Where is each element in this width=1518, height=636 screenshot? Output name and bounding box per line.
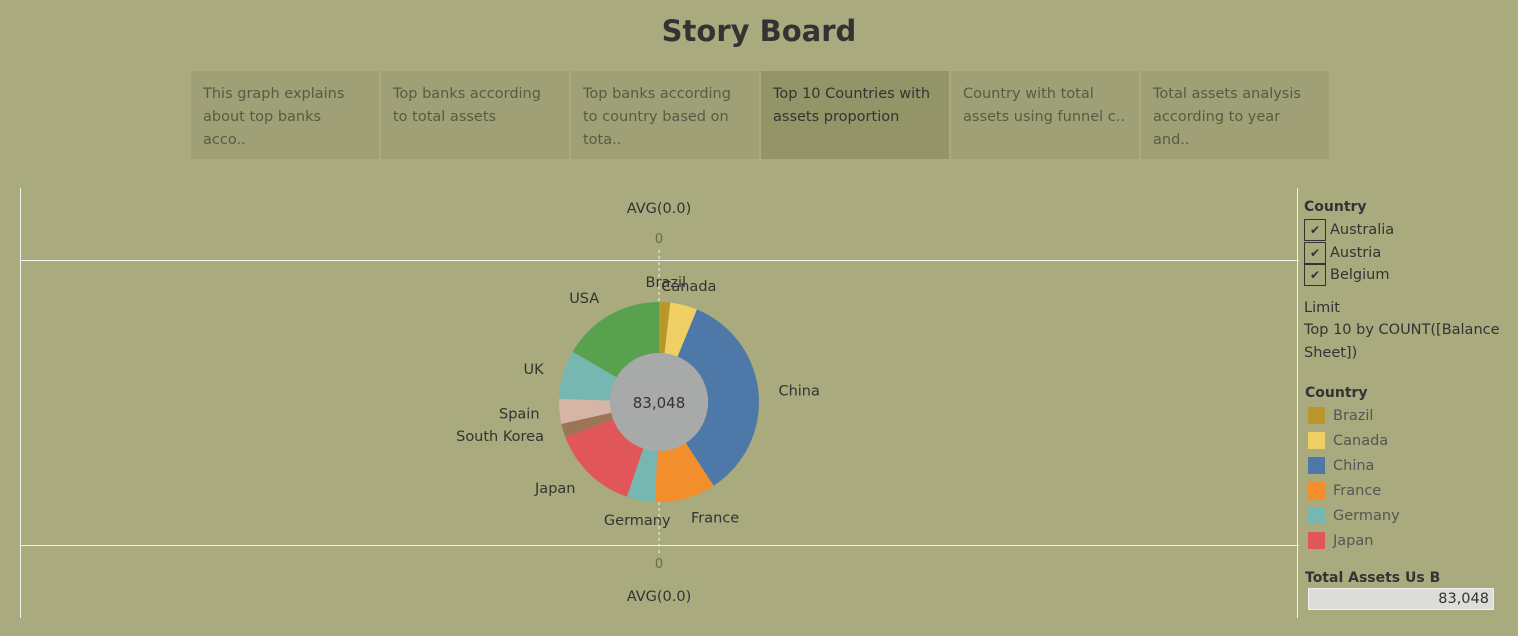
- pie-slice-france[interactable]: [655, 443, 714, 503]
- slice-label-canada: Canada: [661, 279, 716, 295]
- pie-slice-uk[interactable]: [559, 351, 617, 401]
- legend-item[interactable]: China: [1304, 453, 1400, 478]
- legend-item[interactable]: Japan: [1304, 528, 1400, 553]
- check-icon[interactable]: ✔: [1304, 219, 1326, 242]
- story-point-2[interactable]: Top banks according to total assets: [381, 71, 569, 159]
- legend-swatch: [1308, 507, 1325, 524]
- total-assets-title: Total Assets Us B: [1305, 570, 1441, 586]
- country-filter-list: ✔ Australia ✔ Austria ✔ Belgium: [1304, 219, 1394, 287]
- pie-slice-germany[interactable]: [626, 448, 658, 502]
- pie-slice-japan[interactable]: [565, 419, 644, 497]
- total-assets-value: 83,048: [1308, 588, 1494, 610]
- legend-item[interactable]: Brazil: [1304, 403, 1400, 428]
- pie-slice-china[interactable]: [677, 309, 759, 486]
- pie-slice-spain[interactable]: [559, 398, 612, 424]
- legend-item[interactable]: France: [1304, 478, 1400, 503]
- bottom-axis-tick: 0: [654, 557, 664, 572]
- slice-label-france: France: [691, 511, 739, 527]
- slice-label-germany: Germany: [604, 513, 671, 529]
- sidebar: Country ✔ Australia ✔ Austria ✔ Belgium …: [1299, 188, 1518, 636]
- bottom-axis-line: [21, 545, 1299, 546]
- slice-label-south-korea: South Korea: [456, 429, 544, 445]
- pie-slice-brazil[interactable]: [659, 302, 671, 354]
- filter-item-austria[interactable]: ✔ Austria: [1304, 241, 1394, 265]
- filter-title: Country: [1304, 199, 1367, 215]
- legend-swatch: [1308, 532, 1325, 549]
- pie-slice-south-korea[interactable]: [561, 412, 614, 438]
- story-navigator: This graph explains about top banks acco…: [191, 71, 1329, 159]
- viz-area: AVG(0.0) 0 0 AVG(0.0) 83,048 Brazil Canad…: [20, 188, 1299, 618]
- legend-swatch: [1308, 407, 1325, 424]
- filter-item-australia[interactable]: ✔ Australia: [1304, 219, 1394, 242]
- slice-label-brazil: Brazil: [646, 275, 686, 291]
- pie-slice-usa[interactable]: [572, 302, 659, 378]
- color-legend: Brazil Canada China France Germany Japan: [1304, 403, 1400, 553]
- legend-swatch: [1308, 457, 1325, 474]
- bottom-axis-title: AVG(0.0): [626, 589, 692, 605]
- pie-slice-canada[interactable]: [664, 302, 697, 357]
- legend-swatch: [1308, 482, 1325, 499]
- donut-center: [610, 353, 708, 451]
- slice-label-spain: Spain: [499, 406, 540, 422]
- slice-label-japan: Japan: [534, 481, 575, 497]
- top-axis-tick: 0: [654, 232, 664, 247]
- slice-label-usa: USA: [569, 291, 599, 307]
- check-icon[interactable]: ✔: [1304, 241, 1326, 264]
- story-title: Story Board: [661, 14, 857, 48]
- legend-title: Country: [1305, 385, 1368, 401]
- story-point-1[interactable]: This graph explains about top banks acco…: [191, 71, 379, 159]
- limit-label: Limit: [1304, 300, 1340, 316]
- story-point-5[interactable]: Country with total assets using funnel c…: [951, 71, 1139, 159]
- check-icon[interactable]: ✔: [1304, 264, 1326, 287]
- top-axis-title: AVG(0.0): [626, 201, 692, 217]
- legend-item[interactable]: Canada: [1304, 428, 1400, 453]
- slice-label-china: China: [778, 384, 819, 400]
- limit-text: Top 10 by COUNT([Balance Sheet]): [1304, 322, 1500, 361]
- story-point-4[interactable]: Top 10 Countries with assets proportion: [761, 71, 949, 159]
- slice-label-uk: UK: [524, 362, 545, 378]
- story-point-3[interactable]: Top banks according to country based on …: [571, 71, 759, 159]
- center-total-label: 83,048: [633, 394, 686, 412]
- story-point-6[interactable]: Total assets analysis according to year …: [1141, 71, 1329, 159]
- filter-item-belgium[interactable]: ✔ Belgium: [1304, 264, 1394, 287]
- legend-item[interactable]: Germany: [1304, 503, 1400, 528]
- top-axis-line: [21, 260, 1299, 261]
- legend-swatch: [1308, 432, 1325, 449]
